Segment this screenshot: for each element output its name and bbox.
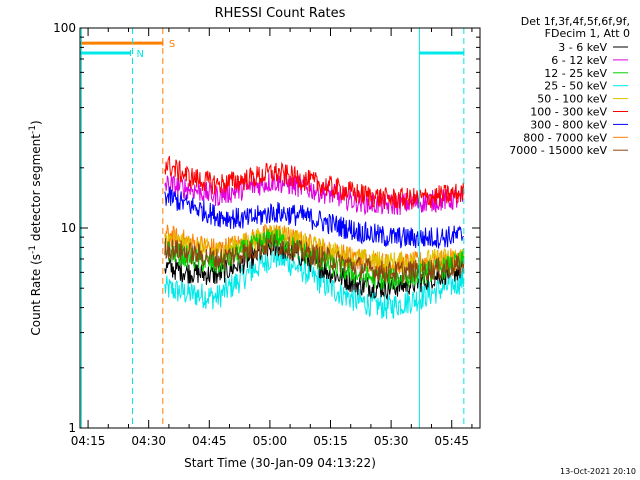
x-tick-label: 05:15: [313, 434, 348, 448]
legend-entry-label: 25 - 50 keV: [544, 80, 607, 93]
x-tick-label: 05:30: [374, 434, 409, 448]
annotation-label-S: S: [169, 39, 175, 50]
y-axis-label: Count Rate (s-1 detector segment-1): [28, 120, 43, 335]
legend-entry-label: 300 - 800 keV: [530, 118, 607, 131]
legend-entry-label: 800 - 7000 keV: [523, 131, 607, 144]
series-layer: [164, 155, 465, 320]
series-line-8: [164, 233, 465, 284]
x-tick-label: 04:15: [71, 434, 106, 448]
legend-header-line-1: Det 1f,3f,4f,5f,6f,9f,: [521, 15, 630, 28]
y-tick-label: 1: [68, 421, 76, 435]
y-tick-label: 10: [61, 221, 76, 235]
legend-entry-label: 12 - 25 keV: [544, 67, 607, 80]
legend-header-line-2: FDecim 1, Att 0: [545, 27, 630, 40]
chart-title: RHESSI Count Rates: [215, 6, 346, 21]
footer-timestamp: 13-Oct-2021 20:10: [560, 467, 636, 476]
x-tick-label: 05:45: [434, 434, 469, 448]
x-tick-label: 04:30: [131, 434, 166, 448]
axis-ticks: 04:15 04:30 04:45 05:00 05:15 05:30 05:45 1 10 10…: [53, 21, 480, 448]
legend-entry-label: 100 - 300 keV: [530, 106, 607, 119]
series-line-5: [164, 155, 465, 210]
series-line-6: [164, 186, 465, 249]
annotation-label-N: N: [137, 49, 144, 60]
series-line-4: [164, 224, 465, 274]
legend-entry-label: 3 - 6 keV: [558, 41, 607, 54]
series-line-3: [164, 244, 465, 320]
legend-entry-label: 7000 - 15000 keV: [509, 144, 607, 157]
x-axis-label: Start Time (30-Jan-09 04:13:22): [184, 456, 376, 470]
x-tick-label: 04:45: [192, 434, 227, 448]
legend: Det 1f,3f,4f,5f,6f,9f, FDecim 1, Att 0 3…: [509, 15, 630, 157]
legend-entry-label: 50 - 100 keV: [537, 93, 607, 106]
legend-entry-label: 6 - 12 keV: [551, 54, 607, 67]
x-tick-label: 05:00: [253, 434, 288, 448]
y-tick-label: 100: [53, 21, 76, 35]
